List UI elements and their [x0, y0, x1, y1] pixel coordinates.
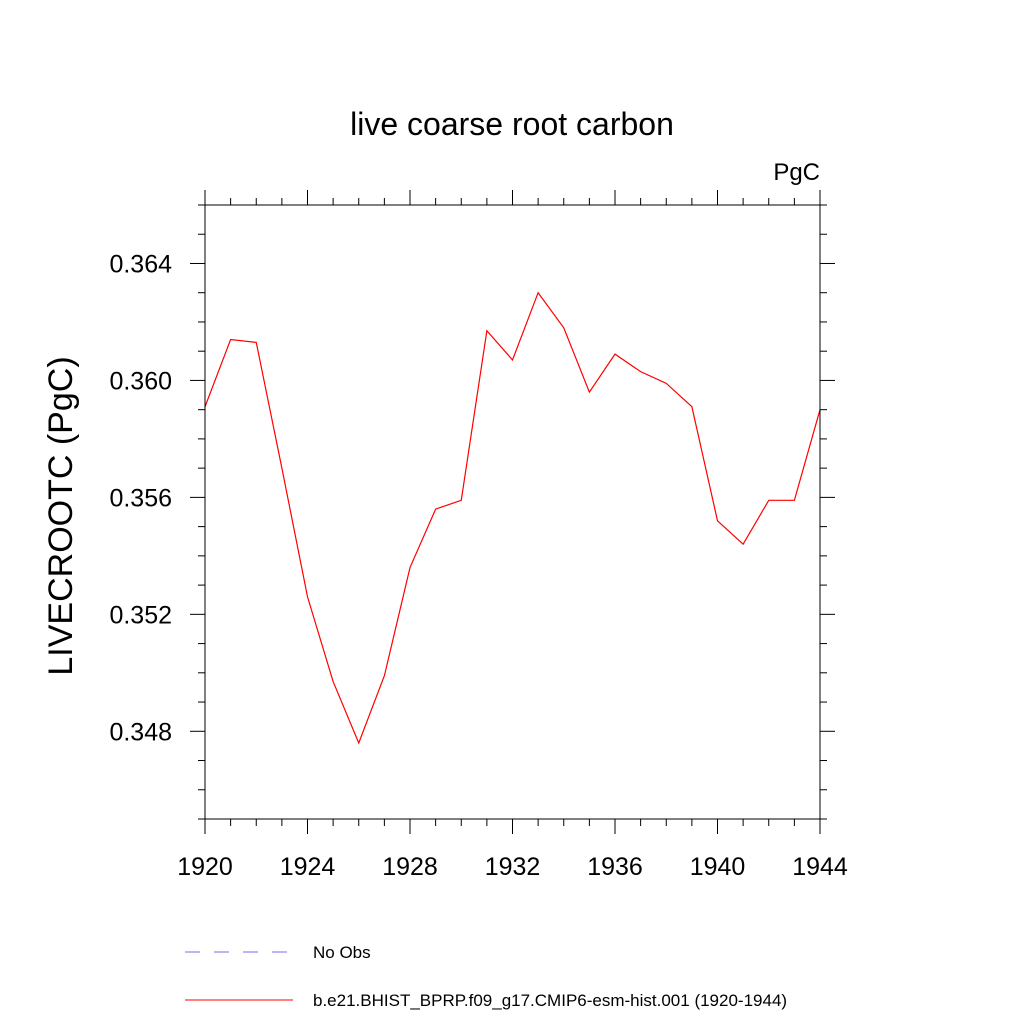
series-line	[204, 291, 821, 745]
x-tick-label: 1936	[587, 853, 643, 881]
y-tick-label: 0.348	[109, 718, 172, 746]
legend-label: b.e21.BHIST_BPRP.f09_g17.CMIP6-esm-hist.…	[313, 991, 787, 1010]
units-label: PgC	[773, 159, 820, 186]
x-tick-label: 1932	[485, 853, 541, 881]
major-ticks	[190, 190, 835, 834]
x-tick-label: 1920	[177, 853, 233, 881]
y-tick-label: 0.360	[109, 367, 172, 395]
chart-title: live coarse root carbon	[350, 106, 674, 142]
x-tick-label: 1924	[280, 853, 336, 881]
legend-label: No Obs	[313, 943, 371, 962]
y-axis-label: LIVECROOTC (PgC)	[42, 356, 80, 675]
y-tick-label: 0.352	[109, 601, 172, 629]
x-tick-label: 1944	[792, 853, 848, 881]
series-layer	[204, 291, 821, 745]
minor-ticks	[198, 198, 827, 826]
y-tick-label: 0.356	[109, 484, 172, 512]
legend: No Obs b.e21.BHIST_BPRP.f09_g17.CMIP6-esm…	[185, 943, 787, 1010]
plot-frame	[204, 204, 821, 820]
y-tick-label: 0.364	[109, 250, 172, 278]
x-tick-label: 1928	[382, 853, 438, 881]
x-tick-label: 1940	[690, 853, 746, 881]
tick-labels: 1920 1924 1928 1932 1936 1940 1944 0.348 0.352 0.…	[109, 250, 847, 881]
